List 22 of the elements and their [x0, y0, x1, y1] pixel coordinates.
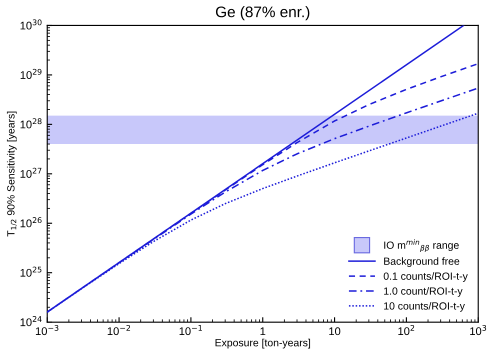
x-tick-label: 10$^{−1}$: [180, 325, 202, 336]
chart-title: Ge (87% enr.): [216, 6, 310, 20]
x-tick-label: 10: [329, 327, 340, 336]
y-tick-label: 10$^{26}$: [20, 217, 42, 228]
x-tick-label: 10$^{−2}$: [108, 324, 130, 336]
x-tick-label: 10$^{−3}$: [36, 324, 58, 336]
x-axis-title: Exposure [ton-years]: [216, 338, 310, 348]
x-tick-label: 10$^{3}$: [470, 324, 486, 336]
y-axis-title: T$_{1/2}$ 90% Sensitivity [years]: [6, 112, 17, 237]
y-tick-label: 10$^{28}$: [20, 118, 42, 128]
x-tick-label: 1: [260, 327, 266, 336]
y-tick-label: 10$^{29}$: [20, 68, 42, 79]
legend-label: 1.0 count/ROI-t-y: [384, 287, 463, 297]
legend-label: 0.1 counts/ROI-t-y: [384, 272, 468, 282]
y-tick-label: 10$^{25}$: [20, 266, 42, 277]
y-tick-label: 10$^{24}$: [20, 316, 42, 326]
x-tick-label: 10$^{2}$: [398, 324, 414, 336]
y-tick-label: 10$^{27}$: [20, 168, 42, 178]
legend-label: IO m$^{min}$$_{ββ}$ range: [384, 239, 459, 252]
y-tick-label: 10$^{30}$: [20, 19, 42, 30]
legend-label: Background free: [384, 257, 460, 267]
legend-label: 10 counts/ROI-t-y: [384, 302, 465, 312]
